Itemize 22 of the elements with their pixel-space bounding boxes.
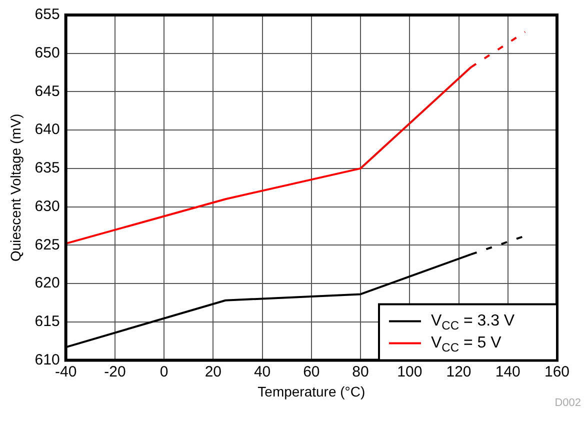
x-tick-label: 0 [160,363,168,380]
y-tick-label: 630 [34,198,60,215]
y-tick-label: 615 [34,312,60,330]
y-tick-label: 620 [34,274,60,292]
y-tick-label: 650 [34,44,60,62]
text: D002 [554,397,581,409]
x-axis-title: Temperature (°C) [258,383,366,400]
x-tick-label: 40 [254,363,271,380]
x-tick-label: 80 [352,363,369,380]
y-tick-label: 640 [34,121,60,138]
y-tick-label: 645 [34,82,60,100]
x-tick-label: 20 [204,363,222,380]
x-tick-label: 60 [303,363,320,380]
y-tick-label: 655 [34,6,60,24]
x-tick-label: 100 [397,363,422,380]
y-tick-label: 635 [34,160,60,177]
x-tick-label: -20 [104,363,126,380]
x-tick-label: 160 [544,363,570,380]
y-axis-title: Quiescent Voltage (mV) [7,114,24,262]
x-tick-label: 120 [446,363,472,380]
y-tick-label: 625 [34,236,60,254]
x-tick-label: 140 [495,363,520,380]
